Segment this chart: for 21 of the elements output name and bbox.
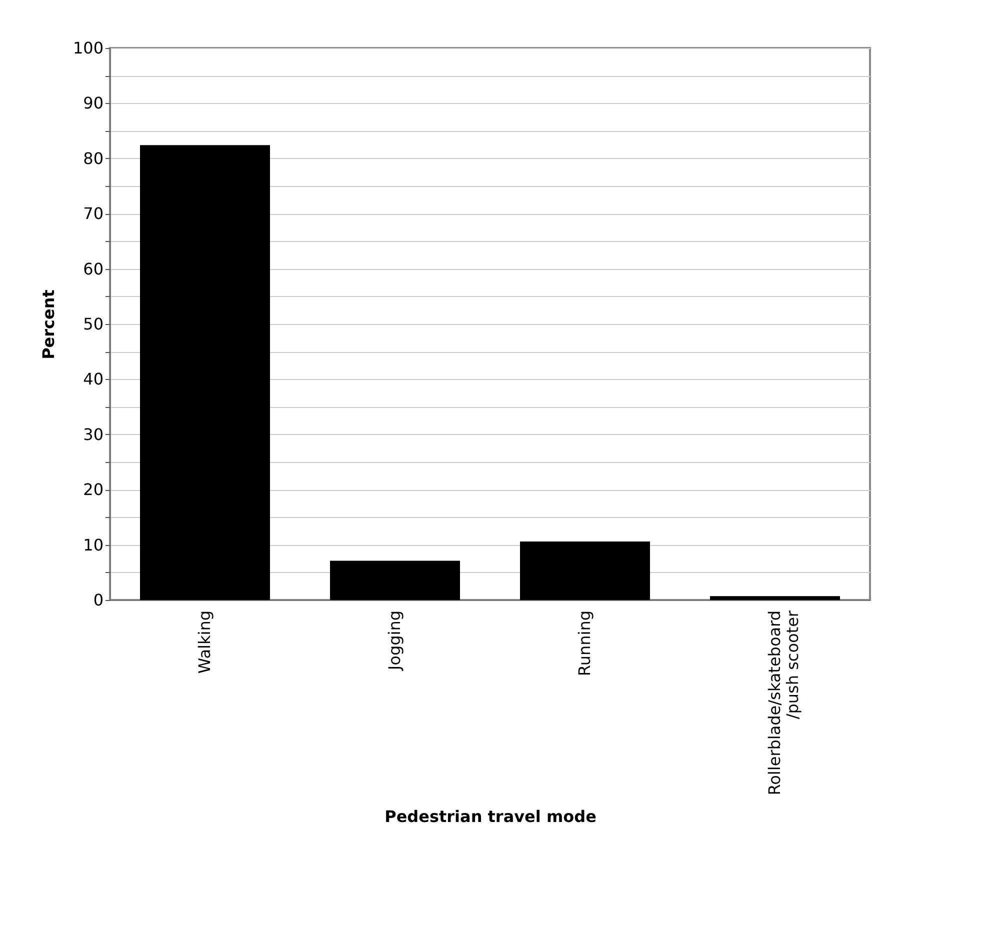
x-axis-title: Pedestrian travel mode xyxy=(384,807,597,826)
y-tick-label: 50 xyxy=(83,314,104,334)
y-tick-label: 30 xyxy=(83,424,104,444)
y-tick-label: 60 xyxy=(83,259,104,278)
y-tick-label: 10 xyxy=(83,535,104,554)
y-tick-label: 80 xyxy=(83,148,104,168)
y-axis-title: Percent xyxy=(38,289,58,360)
bar xyxy=(330,560,460,600)
y-tick-label: 20 xyxy=(83,480,104,500)
y-tick-label: 40 xyxy=(83,370,104,389)
bar xyxy=(520,541,650,600)
y-tick-label: 70 xyxy=(83,204,104,224)
bar xyxy=(710,596,840,600)
bar xyxy=(140,145,270,600)
x-tick-label: Running xyxy=(575,610,594,676)
x-tick-label: Jogging xyxy=(385,610,404,672)
y-tick-label: 0 xyxy=(93,590,104,610)
x-tick-label: Walking xyxy=(195,610,214,674)
y-tick-label: 90 xyxy=(83,94,104,113)
y-tick-label: 100 xyxy=(72,38,104,58)
x-tick-label: Rollerblade/skateboard /push scooter xyxy=(765,610,802,796)
